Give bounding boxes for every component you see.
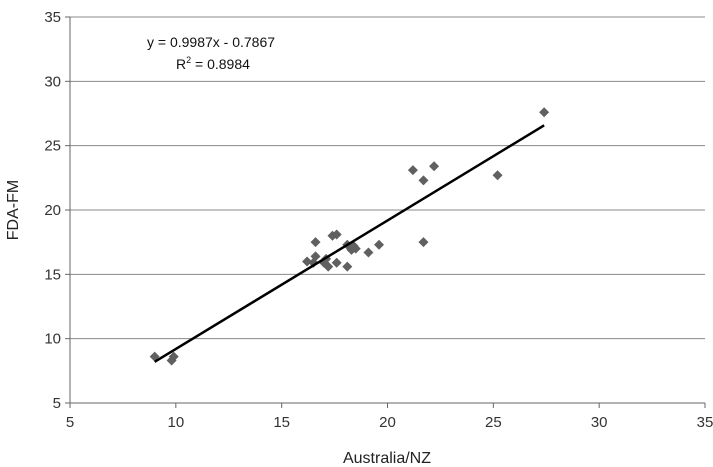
r-squared-exponent: 2 [186, 55, 191, 65]
x-tick-label: 20 [379, 414, 396, 431]
data-point [323, 261, 334, 272]
y-tick-label: 35 [44, 9, 61, 26]
data-point [407, 165, 418, 176]
x-tick-label: 10 [167, 414, 184, 431]
gridlines [70, 16, 705, 340]
y-axis-title: FDA-FM [5, 180, 22, 240]
r-squared-label: R2 = 0.8984 [176, 55, 250, 72]
trendline [154, 124, 545, 363]
x-tick-label: 30 [591, 414, 608, 431]
data-point [310, 251, 321, 262]
y-tick-label: 15 [44, 266, 61, 283]
r-squared-r: R [176, 56, 186, 72]
data-points [149, 107, 550, 366]
x-axis-title: Australia/NZ [343, 450, 431, 467]
x-tick-label: 35 [697, 414, 713, 431]
data-point [342, 261, 353, 272]
y-tick-label: 5 [53, 395, 61, 412]
data-point [539, 107, 550, 118]
data-point [374, 239, 385, 250]
x-tick-label: 15 [273, 414, 290, 431]
axis-ticks: 5 10 15 20 25 30 35 5 10 15 20 25 30 35 [44, 9, 713, 431]
data-point [363, 247, 374, 258]
y-tick-label: 25 [44, 138, 61, 155]
data-point [168, 351, 179, 362]
y-tick-label: 20 [44, 202, 61, 219]
x-tick-label: 25 [485, 414, 502, 431]
data-point [418, 175, 429, 186]
data-point [331, 229, 342, 240]
data-point [350, 243, 361, 254]
data-point [418, 237, 429, 248]
data-point [492, 170, 503, 181]
data-point [302, 256, 313, 267]
data-point [331, 257, 342, 268]
r-squared-value: = 0.8984 [191, 56, 250, 72]
data-point [429, 161, 440, 172]
x-tick-label: 5 [66, 414, 74, 431]
trendline-equation: y = 0.9987x - 0.7867 [147, 34, 275, 50]
data-point [310, 237, 321, 248]
y-tick-label: 10 [44, 331, 61, 348]
y-tick-label: 30 [44, 73, 61, 90]
